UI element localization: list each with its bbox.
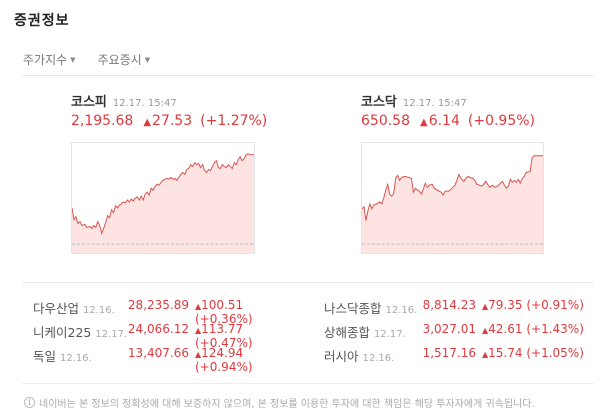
market-change: ▲113.77 (+0.47%) [195,322,253,350]
tab-label: 주가지수 [23,53,68,67]
index-price: 2,195.68 [71,113,134,129]
market-name: 니케이225 [33,325,92,340]
up-arrow-icon: ▲ [482,350,489,359]
market-date: 12.16. [83,305,115,316]
market-change: ▲124.94 (+0.94%) [195,346,253,374]
market-name: 나스닥종합 [324,301,382,316]
market-row-russia[interactable]: 러시아 12.16. 1,517.16 ▲15.74 (+1.05%) [324,346,600,370]
market-date: 12.16. [60,353,92,364]
market-row-nasdaq[interactable]: 나스닥종합 12.16. 8,814.23 ▲79.35 (+0.91%) [324,298,600,322]
index-time: 12.17. 15:47 [402,98,467,109]
market-date: 12.16. [362,353,395,364]
market-date: 12.17. [374,329,406,340]
up-arrow-icon: ▲ [195,326,202,335]
market-date: 12.16. [385,305,418,316]
market-row-shanghai[interactable]: 상해종합 12.17. 3,027.01 ▲42.61 (+1.43%) [324,322,600,346]
market-name: 러시아 [324,349,359,364]
index-name: 코스피 [71,95,107,110]
up-arrow-icon: ▲ [420,117,428,128]
kosdaq-chart[interactable] [361,142,544,254]
market-row-nikkei[interactable]: 니케이225 12.17. 24,066.12 ▲113.77 (+0.47%) [33,322,303,350]
index-price: 650.58 [361,113,410,129]
tab-major-markets[interactable]: 주요증시 ▼ [98,51,151,68]
market-date: 12.17. [95,329,128,340]
index-time: 12.17. 15:47 [112,98,177,109]
index-change: 6.14 [428,113,460,129]
disclaimer: i 네이버는 본 정보의 정확성에 대해 보증하지 않으며, 본 정보를 이용한… [24,395,535,410]
up-arrow-icon: ▲ [195,350,202,359]
world-markets-left: 다우산업 12.16. 28,235.89 ▲100.51 (+0.36%) 니… [33,298,303,374]
market-name: 독일 [33,349,57,364]
market-row-dow[interactable]: 다우산업 12.16. 28,235.89 ▲100.51 (+0.36%) [33,298,303,326]
market-price: 13,407.66 [127,346,189,360]
market-change: ▲42.61 (+1.43%) [482,322,584,336]
up-arrow-icon: ▲ [482,326,489,335]
index-change: 27.53 [152,113,193,129]
index-name: 코스닥 [361,95,397,110]
up-arrow-icon: ▲ [143,117,152,128]
up-arrow-icon: ▲ [482,302,489,311]
world-markets-right: 나스닥종합 12.16. 8,814.23 ▲79.35 (+0.91%) 상해… [324,298,600,370]
tab-stock-index[interactable]: 주가지수 ▼ [23,51,76,68]
disclaimer-text: 네이버는 본 정보의 정확성에 대해 보증하지 않으며, 본 정보를 이용한 투… [39,399,535,410]
tab-label: 주요증시 [97,53,142,67]
kospi-line-chart [72,153,254,253]
kospi-chart[interactable] [71,142,255,254]
index-kospi[interactable]: 코스피 12.17. 15:47 2,195.68 ▲ 27.53 (+1.27… [71,91,267,129]
market-change: ▲79.35 (+0.91%) [482,298,584,312]
page-title: 증권정보 [14,13,70,29]
market-price: 28,235.89 [127,298,189,312]
index-percent: (+0.95%) [467,113,536,129]
tab-bar: 주가지수 ▼ 주요증시 ▼ [23,51,150,68]
market-change: ▲100.51 (+0.36%) [195,298,253,326]
market-change: ▲15.74 (+1.05%) [482,346,584,360]
kosdaq-line-chart [362,155,543,253]
divider [22,383,594,384]
up-arrow-icon: ▲ [195,302,202,311]
divider [22,75,594,76]
index-percent: (+1.27%) [200,113,268,129]
caret-down-icon: ▼ [144,55,151,64]
caret-down-icon: ▼ [70,55,76,64]
market-name: 다우산업 [33,301,80,316]
market-price: 8,814.23 [422,298,476,312]
market-price: 3,027.01 [422,322,476,336]
market-price: 1,517.16 [422,346,476,360]
market-row-germany[interactable]: 독일 12.16. 13,407.66 ▲124.94 (+0.94%) [33,346,303,374]
market-name: 상해종합 [324,325,371,340]
divider [22,282,594,283]
market-price: 24,066.12 [127,322,189,336]
info-icon: i [24,397,35,408]
index-kosdaq[interactable]: 코스닥 12.17. 15:47 650.58 ▲ 6.14 (+0.95%) [361,91,535,129]
